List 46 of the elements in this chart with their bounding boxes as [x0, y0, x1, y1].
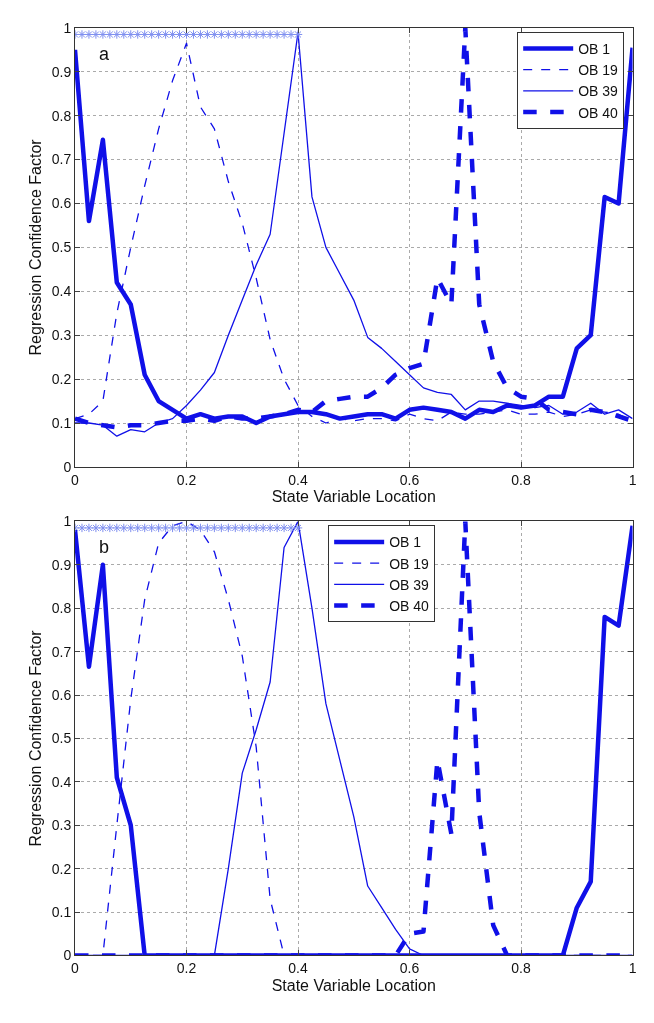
y-tick-label: 0.6 — [51, 195, 72, 212]
legend-label: OB 1 — [578, 40, 611, 57]
legend-label: OB 40 — [578, 104, 619, 121]
y-tick-label: 0.1 — [51, 903, 72, 920]
x-tick-label: 1 — [628, 960, 637, 977]
x-tick-label: 0.6 — [399, 960, 420, 977]
y-tick-label: 0.3 — [51, 327, 72, 344]
y-tick-label: 0.7 — [51, 643, 72, 660]
y-tick-label: 0.7 — [51, 151, 72, 168]
x-axis-title: State Variable Location — [271, 976, 436, 994]
y-tick-label: 0.2 — [51, 371, 72, 387]
x-tick-label: 0.4 — [288, 471, 308, 488]
y-axis-title: Regression Confidence Factor — [26, 138, 44, 356]
x-tick-label: 0.4 — [288, 960, 308, 977]
legend-label: OB 19 — [578, 62, 619, 79]
x-tick-label: 0.2 — [176, 471, 197, 488]
x-tick-label: 0.6 — [399, 471, 420, 488]
annotation: b — [99, 537, 110, 557]
y-tick-label: 0.9 — [51, 63, 72, 80]
legend-label: OB 1 — [389, 534, 422, 551]
y-tick-label: 0.8 — [51, 600, 72, 617]
legend-label: OB 39 — [578, 83, 619, 100]
legend-label: OB 19 — [389, 555, 430, 572]
y-tick-label: 0 — [63, 458, 72, 475]
x-tick-label: 1 — [628, 471, 637, 488]
y-tick-label: 0.1 — [51, 414, 72, 431]
y-tick-label: 0.3 — [51, 817, 72, 834]
y-tick-label: 0.5 — [51, 730, 72, 747]
y-tick-label: 0.4 — [51, 773, 72, 790]
y-tick-label: 1 — [63, 19, 72, 36]
y-tick-label: 0.4 — [51, 283, 72, 300]
x-tick-label: 0.8 — [511, 960, 531, 977]
y-tick-label: 0.8 — [51, 107, 72, 124]
annotation: a — [99, 44, 110, 64]
y-tick-label: 0 — [63, 947, 72, 964]
y-tick-label: 0.9 — [51, 556, 72, 573]
legend-label: OB 40 — [389, 598, 430, 615]
legend-label: OB 39 — [389, 576, 430, 593]
y-tick-label: 0.5 — [51, 239, 72, 256]
y-axis-title: Regression Confidence Factor — [26, 629, 44, 847]
y-tick-label: 0.6 — [51, 686, 72, 703]
y-tick-label: 0.2 — [51, 860, 72, 877]
y-tick-label: 1 — [63, 513, 72, 530]
x-tick-label: 0.8 — [511, 471, 531, 488]
x-tick-label: 0.2 — [176, 960, 197, 977]
x-axis-title: State Variable Location — [271, 488, 436, 506]
